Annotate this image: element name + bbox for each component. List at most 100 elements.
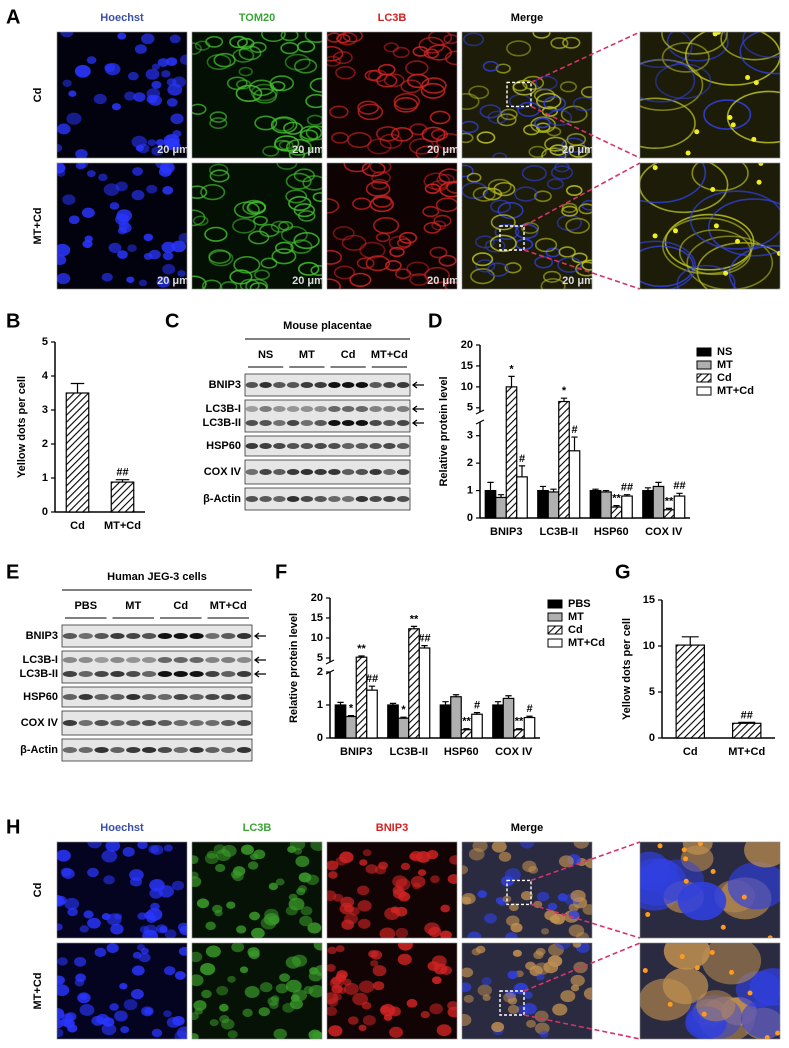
stain xyxy=(398,943,413,951)
band xyxy=(205,694,220,700)
band xyxy=(328,469,341,475)
stain xyxy=(249,911,260,921)
stain xyxy=(293,203,316,218)
stain xyxy=(536,92,562,110)
blot-strip xyxy=(244,399,411,433)
stain xyxy=(83,910,94,919)
stain xyxy=(67,1024,78,1033)
stain xyxy=(200,183,226,201)
panel-letter: E xyxy=(6,561,19,583)
stain xyxy=(558,246,576,258)
significance-label: # xyxy=(571,424,577,436)
band xyxy=(94,633,109,639)
band xyxy=(286,443,300,449)
stain xyxy=(307,922,322,934)
band-arrow xyxy=(411,381,424,389)
dot xyxy=(681,847,687,853)
stain xyxy=(332,51,353,65)
significance-label: # xyxy=(474,699,480,711)
stain xyxy=(429,110,451,125)
stain xyxy=(226,901,236,909)
micrograph xyxy=(462,943,592,1039)
stain xyxy=(388,235,411,251)
stain xyxy=(392,888,406,899)
error-bar xyxy=(115,479,130,483)
dot xyxy=(672,228,678,234)
stain xyxy=(578,203,592,215)
group-label: PBS xyxy=(74,600,97,612)
micrograph xyxy=(462,842,592,938)
stain xyxy=(409,853,418,861)
stain xyxy=(141,33,155,45)
stain xyxy=(239,278,260,289)
stain xyxy=(462,893,476,905)
stain xyxy=(304,32,322,44)
stain xyxy=(661,42,710,73)
stain xyxy=(568,924,585,937)
stain xyxy=(547,955,563,967)
stain xyxy=(131,988,144,1000)
band-label: HSP60 xyxy=(206,440,241,452)
stain xyxy=(93,93,107,105)
stain xyxy=(361,163,386,177)
panel-letter: G xyxy=(615,561,631,583)
stain xyxy=(75,973,86,983)
stain xyxy=(471,252,494,267)
stain xyxy=(248,230,270,245)
stain xyxy=(192,876,202,888)
stain xyxy=(415,145,439,158)
band xyxy=(205,657,220,663)
stain xyxy=(60,1018,71,1027)
stain xyxy=(535,122,551,133)
band xyxy=(78,671,93,677)
stain xyxy=(117,250,128,259)
stain xyxy=(546,178,564,190)
stain xyxy=(157,58,169,67)
stain xyxy=(462,120,479,134)
stain xyxy=(117,32,127,40)
micrograph xyxy=(640,32,780,158)
band xyxy=(110,720,125,726)
stain xyxy=(362,1015,376,1026)
group-label: MT xyxy=(299,349,315,361)
stain xyxy=(537,891,550,902)
dot xyxy=(729,969,735,975)
band xyxy=(245,443,259,449)
stain xyxy=(272,117,295,132)
significance-label: # xyxy=(519,453,525,465)
stain xyxy=(560,990,576,1003)
stain xyxy=(583,987,592,1001)
stain xyxy=(484,913,497,924)
band xyxy=(221,694,236,700)
band xyxy=(126,633,141,639)
stain xyxy=(467,931,482,938)
stain xyxy=(98,173,108,182)
stain xyxy=(57,849,71,862)
dot xyxy=(683,856,689,862)
significance-label: ## xyxy=(741,709,753,721)
stain xyxy=(162,251,174,261)
x-tick-label: BNIP3 xyxy=(490,526,522,538)
stain xyxy=(57,957,68,966)
stain xyxy=(68,90,77,97)
stain xyxy=(640,58,696,103)
stain xyxy=(127,71,139,81)
error-bar xyxy=(526,715,533,718)
stain xyxy=(209,111,228,123)
dot xyxy=(697,842,703,847)
dot xyxy=(683,878,689,884)
stain xyxy=(87,867,99,878)
stain xyxy=(435,197,457,213)
stain xyxy=(327,860,339,871)
stain xyxy=(166,98,178,107)
band-arrow xyxy=(253,656,266,664)
stain xyxy=(580,86,592,98)
band-arrow xyxy=(253,632,266,640)
dot xyxy=(775,1030,780,1036)
band xyxy=(273,406,286,412)
stain xyxy=(535,75,558,91)
x-tick-label: COX IV xyxy=(645,526,683,538)
band xyxy=(110,747,125,753)
stain xyxy=(492,152,508,158)
band xyxy=(300,420,314,426)
